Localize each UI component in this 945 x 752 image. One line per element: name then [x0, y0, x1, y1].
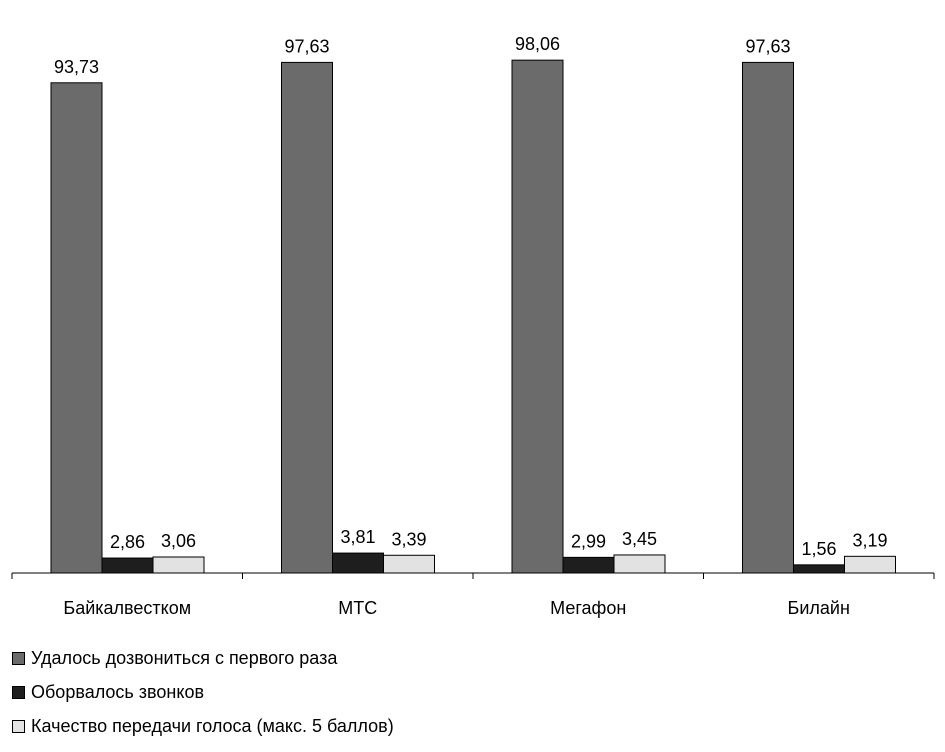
legend-item: Удалось дозвониться с первого раза: [12, 641, 394, 675]
data-label: 2,99: [571, 531, 606, 551]
data-label: 3,19: [852, 530, 887, 550]
legend-swatch-voice-quality: [12, 719, 25, 733]
bar: [511, 59, 564, 574]
bar: [50, 82, 103, 574]
bar: [793, 564, 845, 574]
bar: [152, 556, 205, 574]
data-label: 3,06: [161, 531, 196, 551]
bar-chart: 93,73 2,86 3,06 97,63 3,81 3,39 98,06 2,99 3,45 9…: [11, 34, 935, 618]
legend-swatch-dropped-calls: [12, 685, 25, 699]
category-label: Билайн: [788, 598, 850, 618]
bar: [383, 554, 435, 574]
legend-label-voice-quality: Качество передачи голоса (макс. 5 баллов…: [31, 715, 394, 736]
bar: [562, 556, 615, 574]
category-label: Мегафон: [550, 598, 626, 618]
data-label: 93,73: [54, 57, 99, 77]
data-label: 3,39: [391, 529, 426, 549]
legend: Удалось дозвониться с первого раза Оборв…: [12, 641, 394, 743]
legend-swatch-first-call: [12, 651, 25, 665]
legend-label-dropped-calls: Оборвалось звонков: [31, 681, 205, 702]
data-label: 1,56: [801, 539, 836, 559]
legend-item: Оборвалось звонков: [12, 675, 394, 709]
bar: [281, 61, 333, 574]
bar: [844, 555, 896, 574]
data-label: 3,45: [622, 529, 657, 549]
bar: [742, 61, 794, 574]
category-label: МТС: [338, 598, 377, 618]
data-label: 97,63: [284, 36, 329, 56]
data-label: 98,06: [515, 34, 560, 54]
data-label: 2,86: [110, 532, 145, 552]
bar: [332, 552, 384, 574]
data-label: 3,81: [340, 527, 375, 547]
bar: [613, 554, 666, 574]
data-label: 97,63: [745, 36, 790, 56]
legend-item: Качество передачи голоса (макс. 5 баллов…: [12, 709, 394, 743]
category-label: Байкалвестком: [63, 598, 191, 618]
bar: [101, 557, 154, 574]
legend-label-first-call: Удалось дозвониться с первого раза: [31, 647, 338, 668]
